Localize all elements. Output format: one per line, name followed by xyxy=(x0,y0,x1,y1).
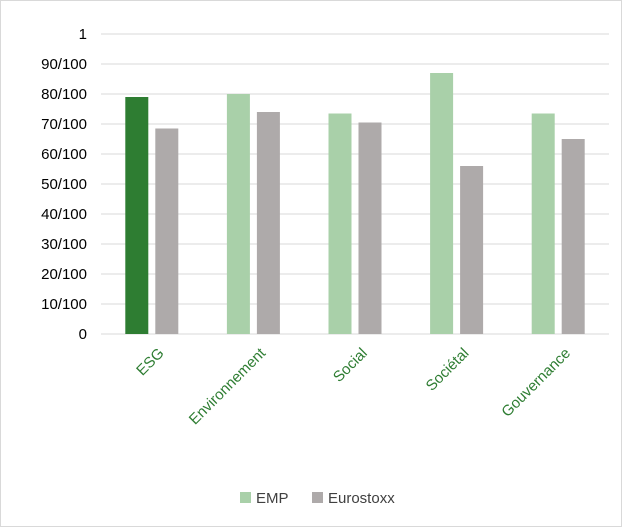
legend-label-emp: EMP xyxy=(256,490,289,507)
y-tick-label: 40/100 xyxy=(41,206,87,223)
bar-eurostoxx-gouvernance xyxy=(561,139,585,334)
y-axis: 0 10/100 20/100 30/100 40/100 50/100 60/100 70/… xyxy=(41,26,87,343)
bar-emp-social xyxy=(328,113,352,334)
bar-emp-gouvernance xyxy=(531,113,555,334)
y-tick-label: 0 xyxy=(79,326,87,343)
y-tick-label: 30/100 xyxy=(41,236,87,253)
x-category-label: ESG xyxy=(133,345,167,379)
bar-eurostoxx-sociétal xyxy=(460,166,484,334)
y-tick-label: 50/100 xyxy=(41,176,87,193)
bar-eurostoxx-social xyxy=(358,122,382,334)
y-tick-label: 60/100 xyxy=(41,146,87,163)
legend-label-eurostoxx: Eurostoxx xyxy=(328,490,395,507)
legend: EMP Eurostoxx xyxy=(240,490,395,507)
y-tick-label: 80/100 xyxy=(41,86,87,103)
bar-eurostoxx-environnement xyxy=(256,112,280,334)
y-tick-label: 1 xyxy=(79,26,87,43)
y-tick-label: 70/100 xyxy=(41,116,87,133)
y-tick-label: 90/100 xyxy=(41,56,87,73)
bar-emp-sociétal xyxy=(430,73,454,334)
x-category-label: Social xyxy=(330,345,371,386)
bar-emp-esg xyxy=(125,97,149,334)
legend-swatch-eurostoxx xyxy=(312,492,323,503)
bar-emp-environnement xyxy=(226,94,250,334)
x-category-label: Environnement xyxy=(186,344,270,428)
bar-eurostoxx-esg xyxy=(155,128,179,334)
y-tick-label: 20/100 xyxy=(41,266,87,283)
y-tick-label: 10/100 xyxy=(41,296,87,313)
x-category-label: Gouvernance xyxy=(498,345,574,421)
legend-swatch-emp xyxy=(240,492,251,503)
bars xyxy=(125,73,585,334)
gridlines xyxy=(101,33,609,335)
x-axis: ESG Environnement Social Sociétal Gouvernanc… xyxy=(133,344,574,428)
x-category-label: Sociétal xyxy=(423,345,473,395)
